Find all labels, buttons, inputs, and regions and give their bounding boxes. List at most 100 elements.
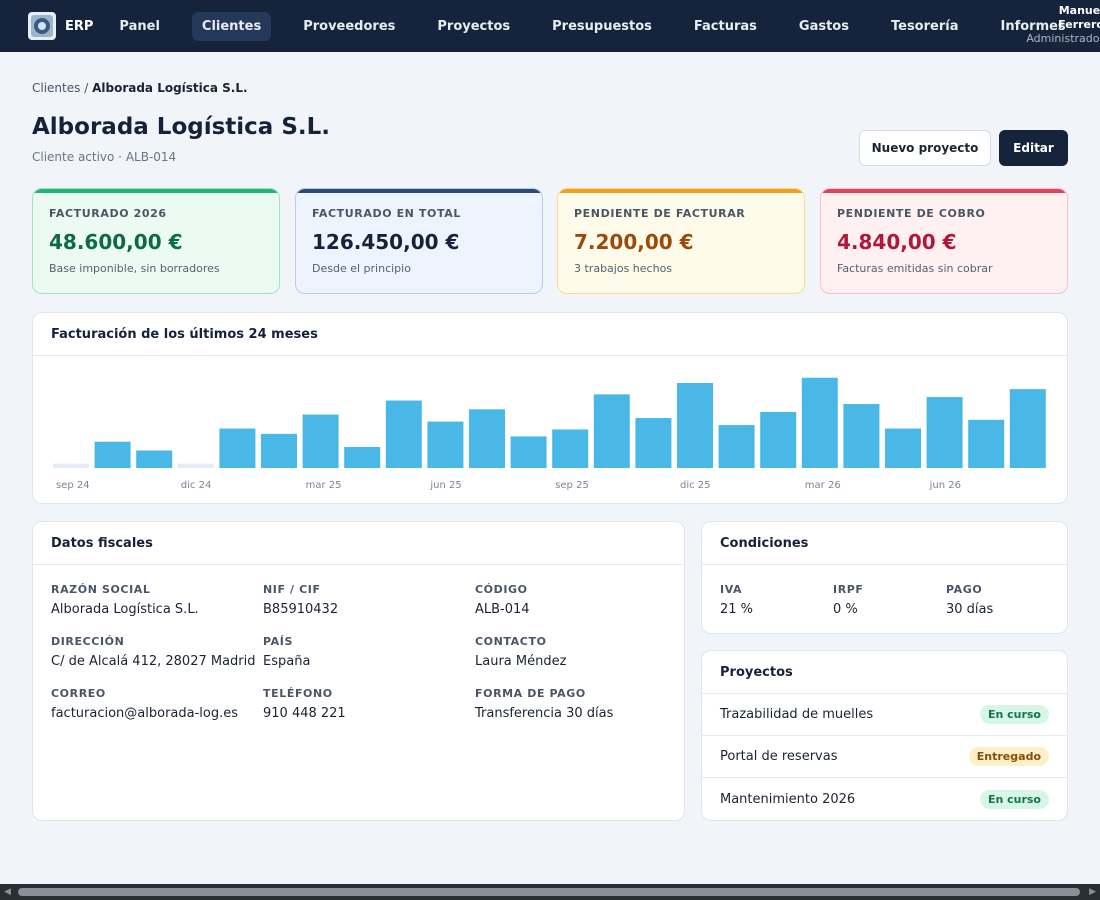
chart-panel-title: Facturación de los últimos 24 meses: [33, 313, 1067, 356]
project-row[interactable]: Trazabilidad de muelles En curso: [702, 694, 1067, 736]
fiscal-field-pais: PAÍS España: [263, 635, 475, 669]
project-name[interactable]: Trazabilidad de muelles: [720, 707, 874, 722]
chart-bar-jul-25[interactable]: [469, 409, 505, 468]
chart-bar-mar-26[interactable]: [801, 377, 838, 468]
main-nav: Panel Clientes Proveedores Proyectos Pre…: [109, 11, 1097, 41]
fiscal-data-panel: Datos fiscales RAZÓN SOCIAL Alborada Log…: [32, 521, 685, 821]
scrollbar-thumb[interactable]: [18, 888, 1080, 896]
chart-bar-abr-25[interactable]: [344, 446, 381, 468]
chart-tick-label: dic 25: [680, 480, 711, 491]
kpi-description: 3 trabajos hechos: [574, 262, 673, 275]
chart-bar-abr-26[interactable]: [843, 404, 880, 468]
kpi-value: 126.450,00 €: [312, 230, 460, 254]
project-row[interactable]: Portal de reservas Entregado: [702, 736, 1067, 778]
chart-bar-dic-25[interactable]: [677, 383, 713, 468]
status-badge: En curso: [979, 789, 1049, 809]
projects-panel: Proyectos Trazabilidad de muelles En cur…: [701, 650, 1068, 821]
kpi-description: Desde el principio: [312, 262, 411, 275]
field-value: Laura Méndez: [475, 654, 567, 669]
kpi-label: PENDIENTE DE FACTURAR: [574, 207, 746, 220]
user-role: Administrador: [1026, 32, 1100, 45]
field-value: España: [263, 654, 311, 669]
nav-item-presupuestos[interactable]: Presupuestos: [552, 18, 652, 34]
edit-button[interactable]: Editar: [999, 130, 1068, 166]
chart-bar-feb-25[interactable]: [261, 433, 297, 468]
project-name[interactable]: Mantenimiento 2026: [720, 791, 856, 807]
field-value: 0 %: [833, 602, 858, 617]
chart-bar-may-26[interactable]: [885, 428, 921, 468]
chart-bar-dic-24[interactable]: [177, 463, 214, 468]
nav-item-informes[interactable]: Informes: [1000, 18, 1066, 34]
nav-item-proveedores[interactable]: Proveedores: [303, 18, 396, 34]
field-value: 21 %: [720, 602, 754, 617]
kpi-label: FACTURADO 2026: [49, 207, 167, 220]
kpi-accent-bar: [33, 189, 279, 193]
chart-bar-feb-26[interactable]: [760, 411, 797, 468]
chart-bar-sep-24[interactable]: [53, 463, 89, 468]
breadcrumb-separator: /: [84, 81, 89, 95]
projects-panel-title: Proyectos: [702, 651, 1067, 694]
field-label: TELÉFONO: [263, 687, 333, 700]
kpi-value: 48.600,00 €: [49, 230, 183, 254]
chart-bar-ene-25[interactable]: [219, 428, 256, 468]
nav-item-gastos[interactable]: Gastos: [798, 18, 849, 34]
field-label: FORMA DE PAGO: [475, 687, 586, 700]
chart-bar-ago-25[interactable]: [510, 436, 547, 468]
field-value: C/ de Alcalá 412, 28027 Madrid: [51, 654, 256, 669]
kpi-value: 7.200,00 €: [574, 230, 694, 254]
chart-tick-label: jun 26: [929, 480, 961, 491]
chart-tick-label: sep 25: [555, 480, 589, 491]
fiscal-field-codigo: CÓDIGO ALB-014: [475, 583, 665, 617]
fiscal-panel-title: Datos fiscales: [33, 522, 684, 565]
breadcrumb-parent-link[interactable]: Clientes: [32, 81, 81, 95]
chart-bar-jun-26[interactable]: [926, 397, 963, 468]
chart-bar-may-25[interactable]: [385, 400, 422, 468]
fiscal-field-razon-social: RAZÓN SOCIAL Alborada Logística S.L.: [51, 583, 263, 617]
field-label: PAÍS: [263, 635, 293, 648]
field-label: IVA: [720, 583, 743, 596]
field-value: 910 448 221: [263, 706, 346, 721]
kpi-description: Base imponible, sin borradores: [49, 262, 220, 275]
condition-iva: IVA 21 %: [720, 583, 833, 617]
scroll-left-arrow-icon[interactable]: ◀: [4, 887, 11, 897]
field-label: NIF / CIF: [263, 583, 321, 596]
chart-bar-ene-26[interactable]: [718, 425, 755, 468]
erp-logo-icon[interactable]: [28, 12, 56, 40]
status-badge: Entregado: [968, 747, 1049, 766]
field-label: CÓDIGO: [475, 583, 528, 596]
kpi-card-pendiente-cobro: PENDIENTE DE COBRO 4.840,00 € Facturas e…: [820, 188, 1068, 294]
kpi-card-facturado-total: FACTURADO EN TOTAL 126.450,00 € Desde el…: [295, 188, 543, 294]
field-label: PAGO: [946, 583, 983, 596]
fiscal-field-contacto: CONTACTO Laura Méndez: [475, 635, 665, 669]
nav-item-proyectos[interactable]: Proyectos: [437, 18, 511, 34]
new-project-button[interactable]: Nuevo proyecto: [859, 130, 991, 166]
nav-item-tesoreria[interactable]: Tesorería: [890, 18, 959, 34]
chart-bar-ago-26[interactable]: [1009, 389, 1046, 468]
chart-bar-jun-25[interactable]: [427, 421, 464, 468]
project-name[interactable]: Portal de reservas: [720, 749, 838, 764]
chart-bar-nov-24[interactable]: [136, 450, 173, 468]
horizontal-scrollbar[interactable]: ◀ ▶: [0, 884, 1100, 900]
chart-tick-label: jun 25: [429, 480, 461, 491]
chart-bar-nov-25[interactable]: [635, 418, 672, 468]
kpi-accent-bar: [821, 189, 1067, 193]
top-navbar: ERP Panel Clientes Proveedores Proyectos…: [0, 0, 1100, 52]
conditions-panel: Condiciones IVA 21 % IRPF 0 % PAGO 30 dí…: [701, 521, 1068, 634]
condition-irpf: IRPF 0 %: [833, 583, 946, 617]
chart-bar-mar-25[interactable]: [302, 414, 339, 468]
kpi-card-facturado-2026: FACTURADO 2026 48.600,00 € Base imponibl…: [32, 188, 280, 294]
nav-item-panel[interactable]: Panel: [119, 18, 160, 34]
app-brand[interactable]: ERP: [65, 18, 94, 34]
field-label: CONTACTO: [475, 635, 547, 648]
chart-bar-oct-25[interactable]: [593, 394, 630, 468]
kpi-card-pendiente-facturar: PENDIENTE DE FACTURAR 7.200,00 € 3 traba…: [557, 188, 805, 294]
nav-item-clientes[interactable]: Clientes: [191, 11, 272, 41]
billing-chart-panel: Facturación de los últimos 24 meses sep …: [32, 312, 1068, 504]
nav-item-facturas[interactable]: Facturas: [693, 18, 757, 34]
chart-bar-jul-26[interactable]: [968, 419, 1005, 468]
scroll-right-arrow-icon[interactable]: ▶: [1089, 887, 1096, 897]
project-row[interactable]: Mantenimiento 2026 En curso: [702, 778, 1067, 820]
user-menu[interactable]: Manuel Ferrero Administrador: [1026, 4, 1100, 46]
chart-bar-sep-25[interactable]: [552, 429, 589, 468]
chart-bar-oct-24[interactable]: [94, 441, 131, 468]
